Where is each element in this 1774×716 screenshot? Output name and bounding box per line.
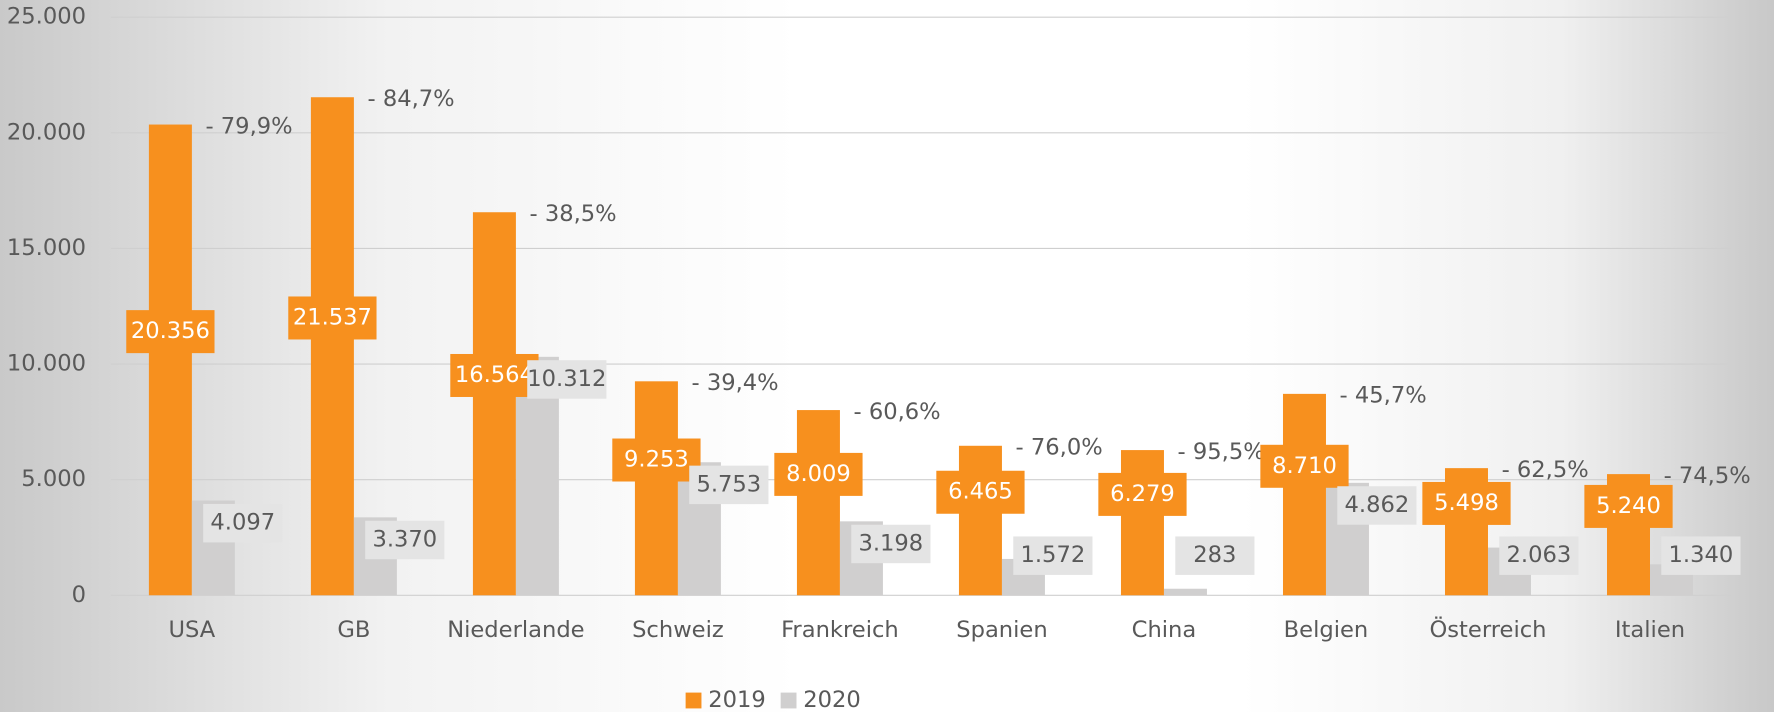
legend-label: 2020 (803, 687, 861, 712)
annotation: - 76,0% (1016, 435, 1103, 461)
bar (635, 381, 678, 595)
y-tick-label: 15.000 (7, 235, 86, 261)
annotation: - 62,5% (1502, 457, 1589, 483)
value-label: 8.009 (786, 461, 851, 487)
bar (797, 410, 840, 595)
x-tick-label: Belgien (1284, 617, 1369, 643)
bar (473, 212, 516, 595)
legend-swatch (781, 693, 797, 709)
value-label: 5.240 (1596, 493, 1661, 519)
x-tick-label: GB (337, 617, 370, 643)
legend-swatch (686, 693, 702, 709)
bar (149, 125, 192, 596)
value-label: 21.537 (293, 304, 372, 330)
x-tick-label: Schweiz (632, 617, 724, 643)
annotation: - 60,6% (854, 399, 941, 425)
value-label: 283 (1193, 542, 1236, 568)
x-tick-label: Italien (1615, 617, 1685, 643)
bar (959, 446, 1002, 596)
bar (311, 97, 354, 595)
x-tick-label: USA (168, 617, 215, 643)
value-label: 4.097 (210, 510, 275, 536)
annotation: - 45,7% (1340, 383, 1427, 409)
value-label: 5.498 (1434, 490, 1499, 516)
bar (1121, 450, 1164, 595)
x-tick-label: China (1132, 617, 1197, 643)
value-label: 6.465 (948, 479, 1013, 505)
bar (1283, 394, 1326, 595)
value-label: 2.063 (1507, 542, 1572, 568)
y-tick-label: 5.000 (21, 466, 86, 492)
value-label: 6.279 (1110, 481, 1175, 507)
x-tick-label: Österreich (1429, 615, 1546, 643)
value-label: 16.564 (455, 362, 534, 388)
y-tick-label: 0 (72, 582, 86, 608)
annotation: - 38,5% (529, 201, 616, 227)
annotation: - 84,7% (367, 86, 454, 112)
bar (1164, 589, 1207, 596)
value-label: 9.253 (624, 447, 689, 473)
value-label: 20.356 (131, 318, 210, 344)
y-tick-label: 25.000 (7, 4, 86, 30)
x-tick-label: Niederlande (447, 617, 584, 643)
annotation: - 79,9% (205, 113, 292, 139)
x-tick-label: Frankreich (781, 617, 899, 643)
annotation: - 95,5% (1178, 439, 1265, 465)
annotation: - 39,4% (691, 370, 778, 396)
page: 0 5.000 10.000 15.000 20.000 25.000 USA 20.356 4… (0, 0, 1774, 712)
chart: 0 5.000 10.000 15.000 20.000 25.000 USA 20.356 4… (0, 0, 1774, 712)
legend-label: 2019 (708, 687, 766, 712)
x-tick-label: Spanien (956, 617, 1047, 643)
value-label: 5.753 (696, 471, 761, 497)
value-label: 1.340 (1669, 542, 1734, 568)
value-label: 3.198 (858, 530, 923, 556)
annotation: - 74,5% (1664, 463, 1751, 489)
value-label: 8.710 (1272, 453, 1337, 479)
value-label: 3.370 (372, 526, 437, 552)
y-tick-label: 20.000 (7, 119, 86, 145)
value-label: 1.572 (1020, 542, 1085, 568)
value-label: 4.862 (1345, 492, 1410, 518)
y-tick-label: 10.000 (7, 351, 86, 377)
value-label: 10.312 (527, 366, 606, 392)
